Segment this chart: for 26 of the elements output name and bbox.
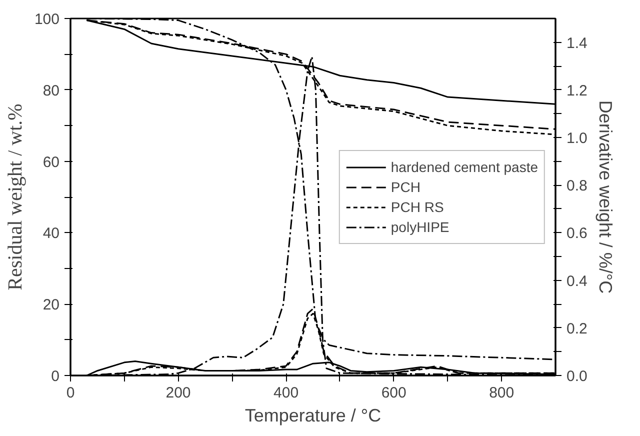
y2-tick-label: 0.8 bbox=[566, 178, 588, 195]
legend-label: PCH bbox=[390, 178, 420, 194]
legend-label: PCH RS bbox=[390, 198, 444, 214]
legend-label: hardened cement paste bbox=[390, 158, 538, 174]
y2-tick-label: 0.4 bbox=[566, 272, 588, 290]
y-tick-label: 20 bbox=[42, 296, 60, 314]
y2-tick-label: 1.0 bbox=[566, 130, 588, 147]
y2-tick-label: 1.2 bbox=[566, 82, 588, 100]
y-tick-label: 100 bbox=[34, 11, 60, 28]
y2-axis-title: Derivative weight / %/°C bbox=[595, 100, 616, 294]
y2-tick-label: 0.6 bbox=[566, 225, 588, 242]
y2-tick-label: 0.0 bbox=[566, 368, 588, 385]
y-tick-label: 40 bbox=[42, 225, 60, 242]
x-tick-label: 0 bbox=[66, 384, 75, 402]
y-tick-label: 80 bbox=[42, 82, 60, 100]
y-tick-label: 60 bbox=[42, 154, 60, 171]
legend-label: polyHIPE bbox=[390, 218, 450, 234]
x-tick-label: 800 bbox=[489, 384, 514, 402]
y2-tick-label: 0.2 bbox=[566, 320, 588, 338]
x-tick-label: 600 bbox=[381, 384, 406, 402]
x-tick-label: 400 bbox=[274, 384, 299, 402]
x-axis-title: Temperature / °C bbox=[244, 406, 382, 426]
y-axis-title: Residual weight / wt.% bbox=[4, 104, 26, 290]
x-tick-label: 200 bbox=[166, 384, 191, 402]
y2-tick-label: 1.4 bbox=[566, 34, 588, 52]
y-tick-label: 0 bbox=[51, 368, 60, 385]
